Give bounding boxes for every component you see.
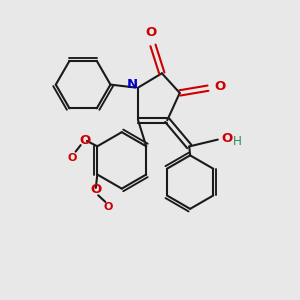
Text: O: O [90,184,101,196]
Text: N: N [127,78,138,91]
Text: H: H [232,135,242,148]
Text: O: O [214,80,226,93]
Text: O: O [221,132,233,145]
Text: O: O [146,26,157,39]
Text: O: O [103,202,112,212]
Text: O: O [79,134,91,147]
Text: O: O [68,153,77,163]
